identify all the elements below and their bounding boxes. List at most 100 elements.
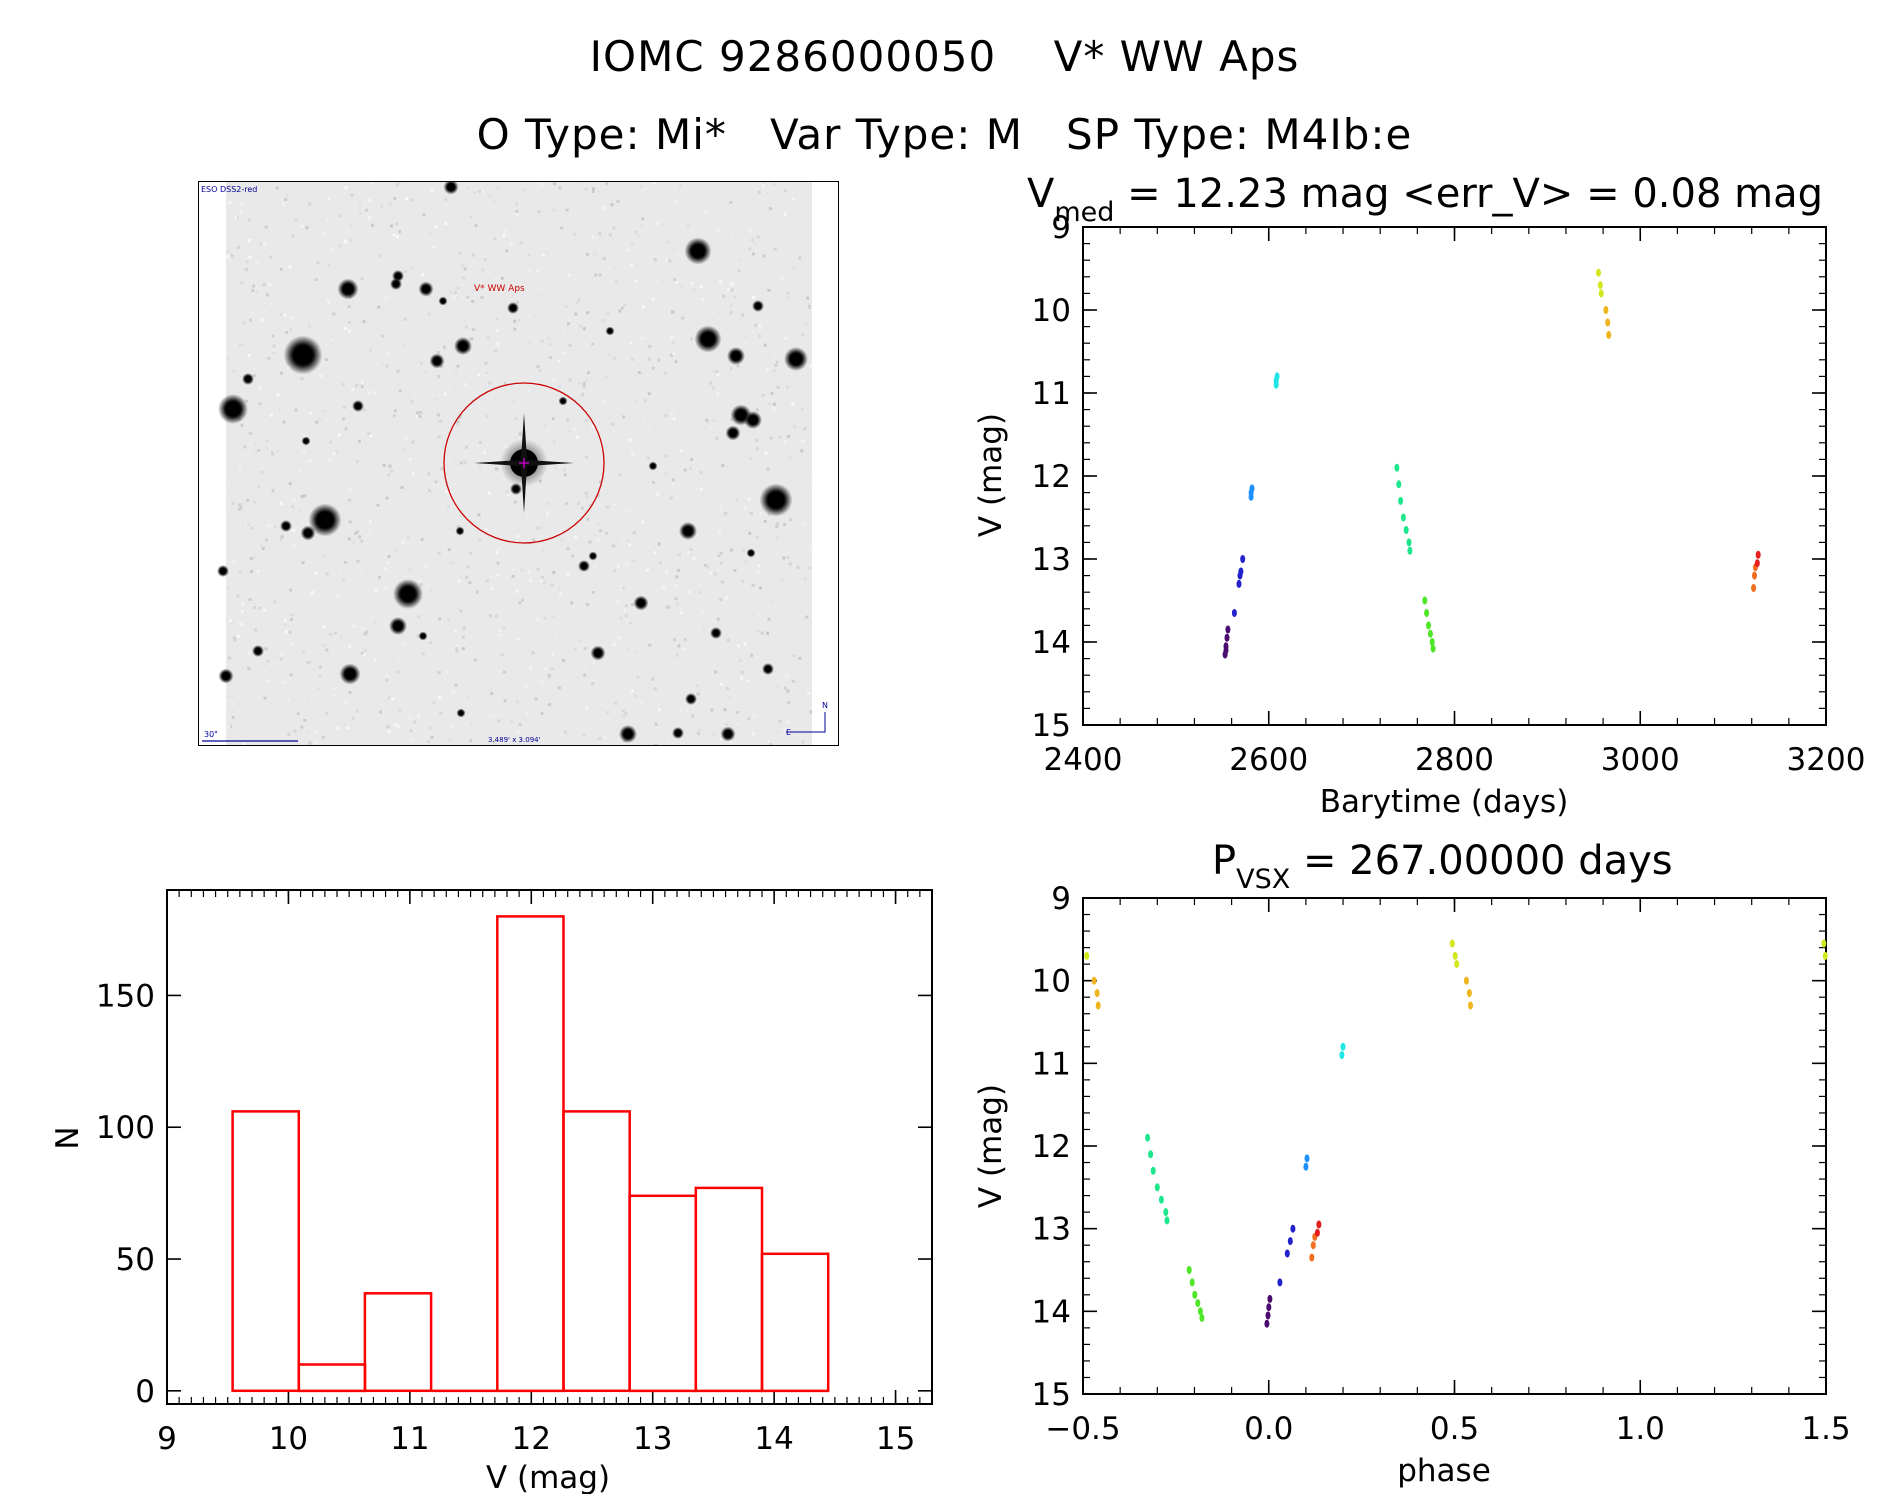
sky-noise-speck [465,575,469,579]
sky-noise-speck [613,267,617,270]
sky-noise-speck [744,475,748,478]
sky-noise-speck [784,686,787,690]
sky-noise-speck [775,536,779,540]
sky-noise-speck [567,273,571,277]
target-star [474,413,574,513]
data-point [1339,1051,1345,1060]
sky-noise-speck [625,248,629,252]
sky-noise-speck [572,232,576,236]
sky-noise-speck [269,302,273,306]
sky-noise-speck [669,496,673,500]
sky-noise-speck [656,391,660,395]
sky-noise-speck [764,192,768,196]
sky-noise-speck [536,365,540,369]
sky-noise-speck [616,200,620,203]
sky-noise-speck [751,295,755,299]
sky-noise-speck [569,508,572,512]
sky-noise-speck [270,250,274,253]
sky-noise-speck [670,336,674,340]
star-core [510,305,516,311]
sky-noise-speck [521,360,525,364]
sky-noise-speck [677,568,681,572]
sky-noise-speck [284,630,288,634]
sky-noise-speck [623,608,627,612]
star-core [724,730,732,738]
sky-noise-speck [397,181,401,185]
sky-noise-speck [761,184,765,188]
sky-noise-speck [412,720,416,724]
sky-noise-speck [282,420,286,424]
sky-noise-speck [287,698,291,702]
sky-noise-speck [790,344,794,348]
sky-noise-speck [395,183,399,187]
star-core [342,283,354,295]
sky-noise-speck [607,353,611,357]
sky-noise-speck [564,502,568,506]
sky-noise-speck [306,661,310,665]
sky-noise-speck [515,212,519,216]
sky-noise-speck [723,512,727,516]
sky-noise-speck [486,336,490,340]
sky-noise-speck [406,419,410,423]
sky-noise-speck [798,656,802,660]
sky-noise-speck [612,544,616,548]
sky-noise-speck [620,294,624,298]
y-tick-label: 0 [135,1374,155,1410]
sky-noise-speck [427,312,431,316]
sky-noise-speck [326,217,329,221]
sky-noise-speck [560,226,564,230]
sky-noise-speck [427,638,431,642]
data-point [1598,289,1604,298]
sky-noise-speck [801,333,805,336]
y-tick-label: 10 [1032,293,1071,329]
sky-noise-speck [459,461,463,465]
sky-noise-speck [641,520,645,524]
sky-noise-speck [661,262,665,265]
sky-noise-speck [288,482,292,486]
sky-noise-speck [792,654,796,658]
sky-noise-speck [809,478,813,482]
sky-noise-speck [507,494,510,497]
sky-noise-speck [578,324,582,328]
sky-noise-speck [604,277,608,281]
sky-noise-speck [263,696,267,700]
data-point [1094,989,1100,998]
sky-noise-speck [327,197,331,201]
sky-noise-speck [449,290,453,294]
data-point [1186,1266,1192,1274]
sky-noise-speck [558,186,562,190]
sky-noise-speck [358,201,362,204]
sky-noise-speck [379,710,382,714]
sky-noise-speck [260,318,264,322]
sky-noise-speck [446,504,450,508]
sky-noise-speck [602,257,606,261]
sky-noise-speck [265,382,269,386]
sky-noise-speck [280,652,284,656]
sky-noise-speck [630,689,634,693]
sky-noise-speck [603,423,607,427]
sky-noise-speck [261,520,265,524]
sky-noise-speck [226,249,230,253]
sky-noise-speck [584,491,588,495]
sky-noise-speck [500,276,504,280]
sky-noise-speck [693,345,697,348]
x-tick-label: 15 [876,1421,915,1457]
sky-noise-speck [681,619,685,623]
sky-noise-speck [368,198,372,202]
sky-noise-speck [578,247,581,250]
sky-noise-speck [245,399,248,403]
sky-noise-speck [709,381,712,385]
sky-noise-speck [674,597,678,601]
sky-noise-speck [381,624,385,628]
sky-noise-speck [236,634,240,638]
sky-noise-speck [642,419,646,423]
sky-noise-speck [306,730,310,734]
sky-noise-speck [756,629,760,633]
sky-noise-speck [448,739,451,743]
sky-noise-speck [584,188,588,191]
sky-noise-speck [599,529,603,533]
sky-noise-speck [474,410,478,414]
sky-noise-speck [314,571,318,575]
